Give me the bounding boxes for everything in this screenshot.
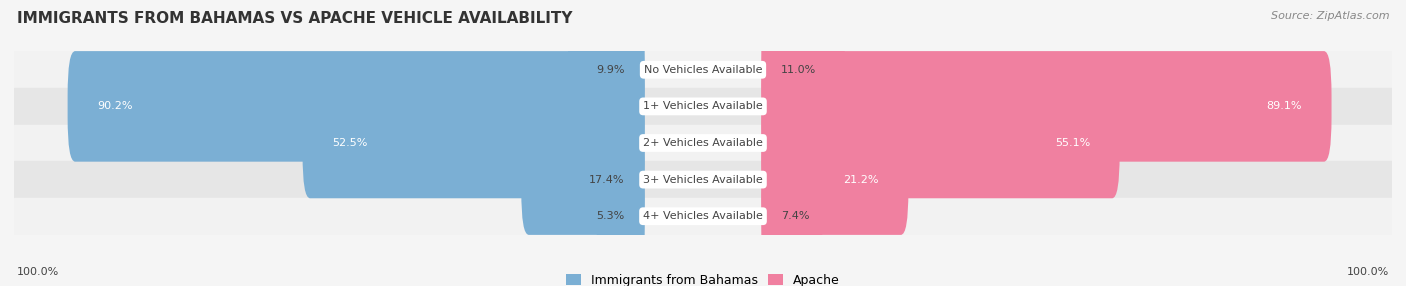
Bar xyxy=(14,198,1392,235)
FancyBboxPatch shape xyxy=(761,88,1119,198)
FancyBboxPatch shape xyxy=(522,124,645,235)
Text: 5.3%: 5.3% xyxy=(596,211,624,221)
Text: Source: ZipAtlas.com: Source: ZipAtlas.com xyxy=(1271,11,1389,21)
Text: 1+ Vehicles Available: 1+ Vehicles Available xyxy=(643,102,763,111)
Text: 9.9%: 9.9% xyxy=(596,65,624,75)
Text: 55.1%: 55.1% xyxy=(1054,138,1090,148)
FancyBboxPatch shape xyxy=(761,15,845,125)
FancyBboxPatch shape xyxy=(596,161,645,271)
Text: IMMIGRANTS FROM BAHAMAS VS APACHE VEHICLE AVAILABILITY: IMMIGRANTS FROM BAHAMAS VS APACHE VEHICL… xyxy=(17,11,572,26)
Bar xyxy=(14,88,1392,125)
Text: 7.4%: 7.4% xyxy=(782,211,810,221)
Text: 100.0%: 100.0% xyxy=(1347,267,1389,277)
FancyBboxPatch shape xyxy=(761,161,823,271)
FancyBboxPatch shape xyxy=(761,124,908,235)
Text: No Vehicles Available: No Vehicles Available xyxy=(644,65,762,75)
Bar xyxy=(14,125,1392,161)
Legend: Immigrants from Bahamas, Apache: Immigrants from Bahamas, Apache xyxy=(567,274,839,286)
FancyBboxPatch shape xyxy=(568,15,645,125)
Text: 11.0%: 11.0% xyxy=(782,65,817,75)
Bar xyxy=(14,161,1392,198)
Text: 17.4%: 17.4% xyxy=(589,175,624,184)
Text: 4+ Vehicles Available: 4+ Vehicles Available xyxy=(643,211,763,221)
Text: 52.5%: 52.5% xyxy=(332,138,367,148)
Text: 100.0%: 100.0% xyxy=(17,267,59,277)
Text: 89.1%: 89.1% xyxy=(1267,102,1302,111)
Text: 3+ Vehicles Available: 3+ Vehicles Available xyxy=(643,175,763,184)
Text: 21.2%: 21.2% xyxy=(844,175,879,184)
FancyBboxPatch shape xyxy=(302,88,645,198)
FancyBboxPatch shape xyxy=(761,51,1331,162)
FancyBboxPatch shape xyxy=(67,51,645,162)
Bar xyxy=(14,51,1392,88)
Text: 90.2%: 90.2% xyxy=(97,102,132,111)
Text: 2+ Vehicles Available: 2+ Vehicles Available xyxy=(643,138,763,148)
